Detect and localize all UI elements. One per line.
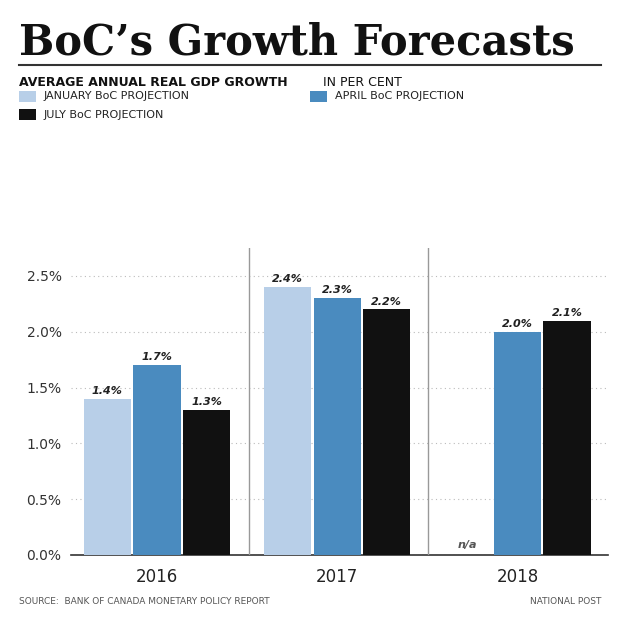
Bar: [314, 298, 361, 555]
Text: 2.3%: 2.3%: [322, 285, 353, 296]
Text: 2.4%: 2.4%: [272, 274, 303, 285]
Bar: [84, 399, 131, 555]
Text: NATIONAL POST: NATIONAL POST: [530, 597, 601, 606]
Text: 2.0%: 2.0%: [502, 319, 533, 329]
Text: JULY BoC PROJECTION: JULY BoC PROJECTION: [43, 110, 164, 120]
Text: AVERAGE ANNUAL REAL GDP GROWTH: AVERAGE ANNUAL REAL GDP GROWTH: [19, 76, 287, 89]
Text: APRIL BoC PROJECTION: APRIL BoC PROJECTION: [335, 91, 464, 101]
Bar: [133, 365, 180, 555]
Text: IN PER CENT: IN PER CENT: [319, 76, 402, 89]
Text: 1.4%: 1.4%: [92, 386, 123, 396]
Text: 1.7%: 1.7%: [141, 352, 172, 362]
Text: n/a: n/a: [458, 541, 477, 551]
Text: 2.2%: 2.2%: [371, 296, 402, 307]
Bar: [543, 321, 591, 555]
Text: SOURCE:  BANK OF CANADA MONETARY POLICY REPORT: SOURCE: BANK OF CANADA MONETARY POLICY R…: [19, 597, 269, 606]
Bar: [264, 287, 311, 555]
Text: 2.1%: 2.1%: [552, 308, 582, 317]
Text: 1.3%: 1.3%: [191, 397, 222, 407]
Bar: [183, 410, 230, 555]
Text: JANUARY BoC PROJECTION: JANUARY BoC PROJECTION: [43, 91, 189, 101]
Bar: [363, 309, 410, 555]
Bar: [494, 332, 541, 555]
Text: BoC’s Growth Forecasts: BoC’s Growth Forecasts: [19, 22, 574, 64]
